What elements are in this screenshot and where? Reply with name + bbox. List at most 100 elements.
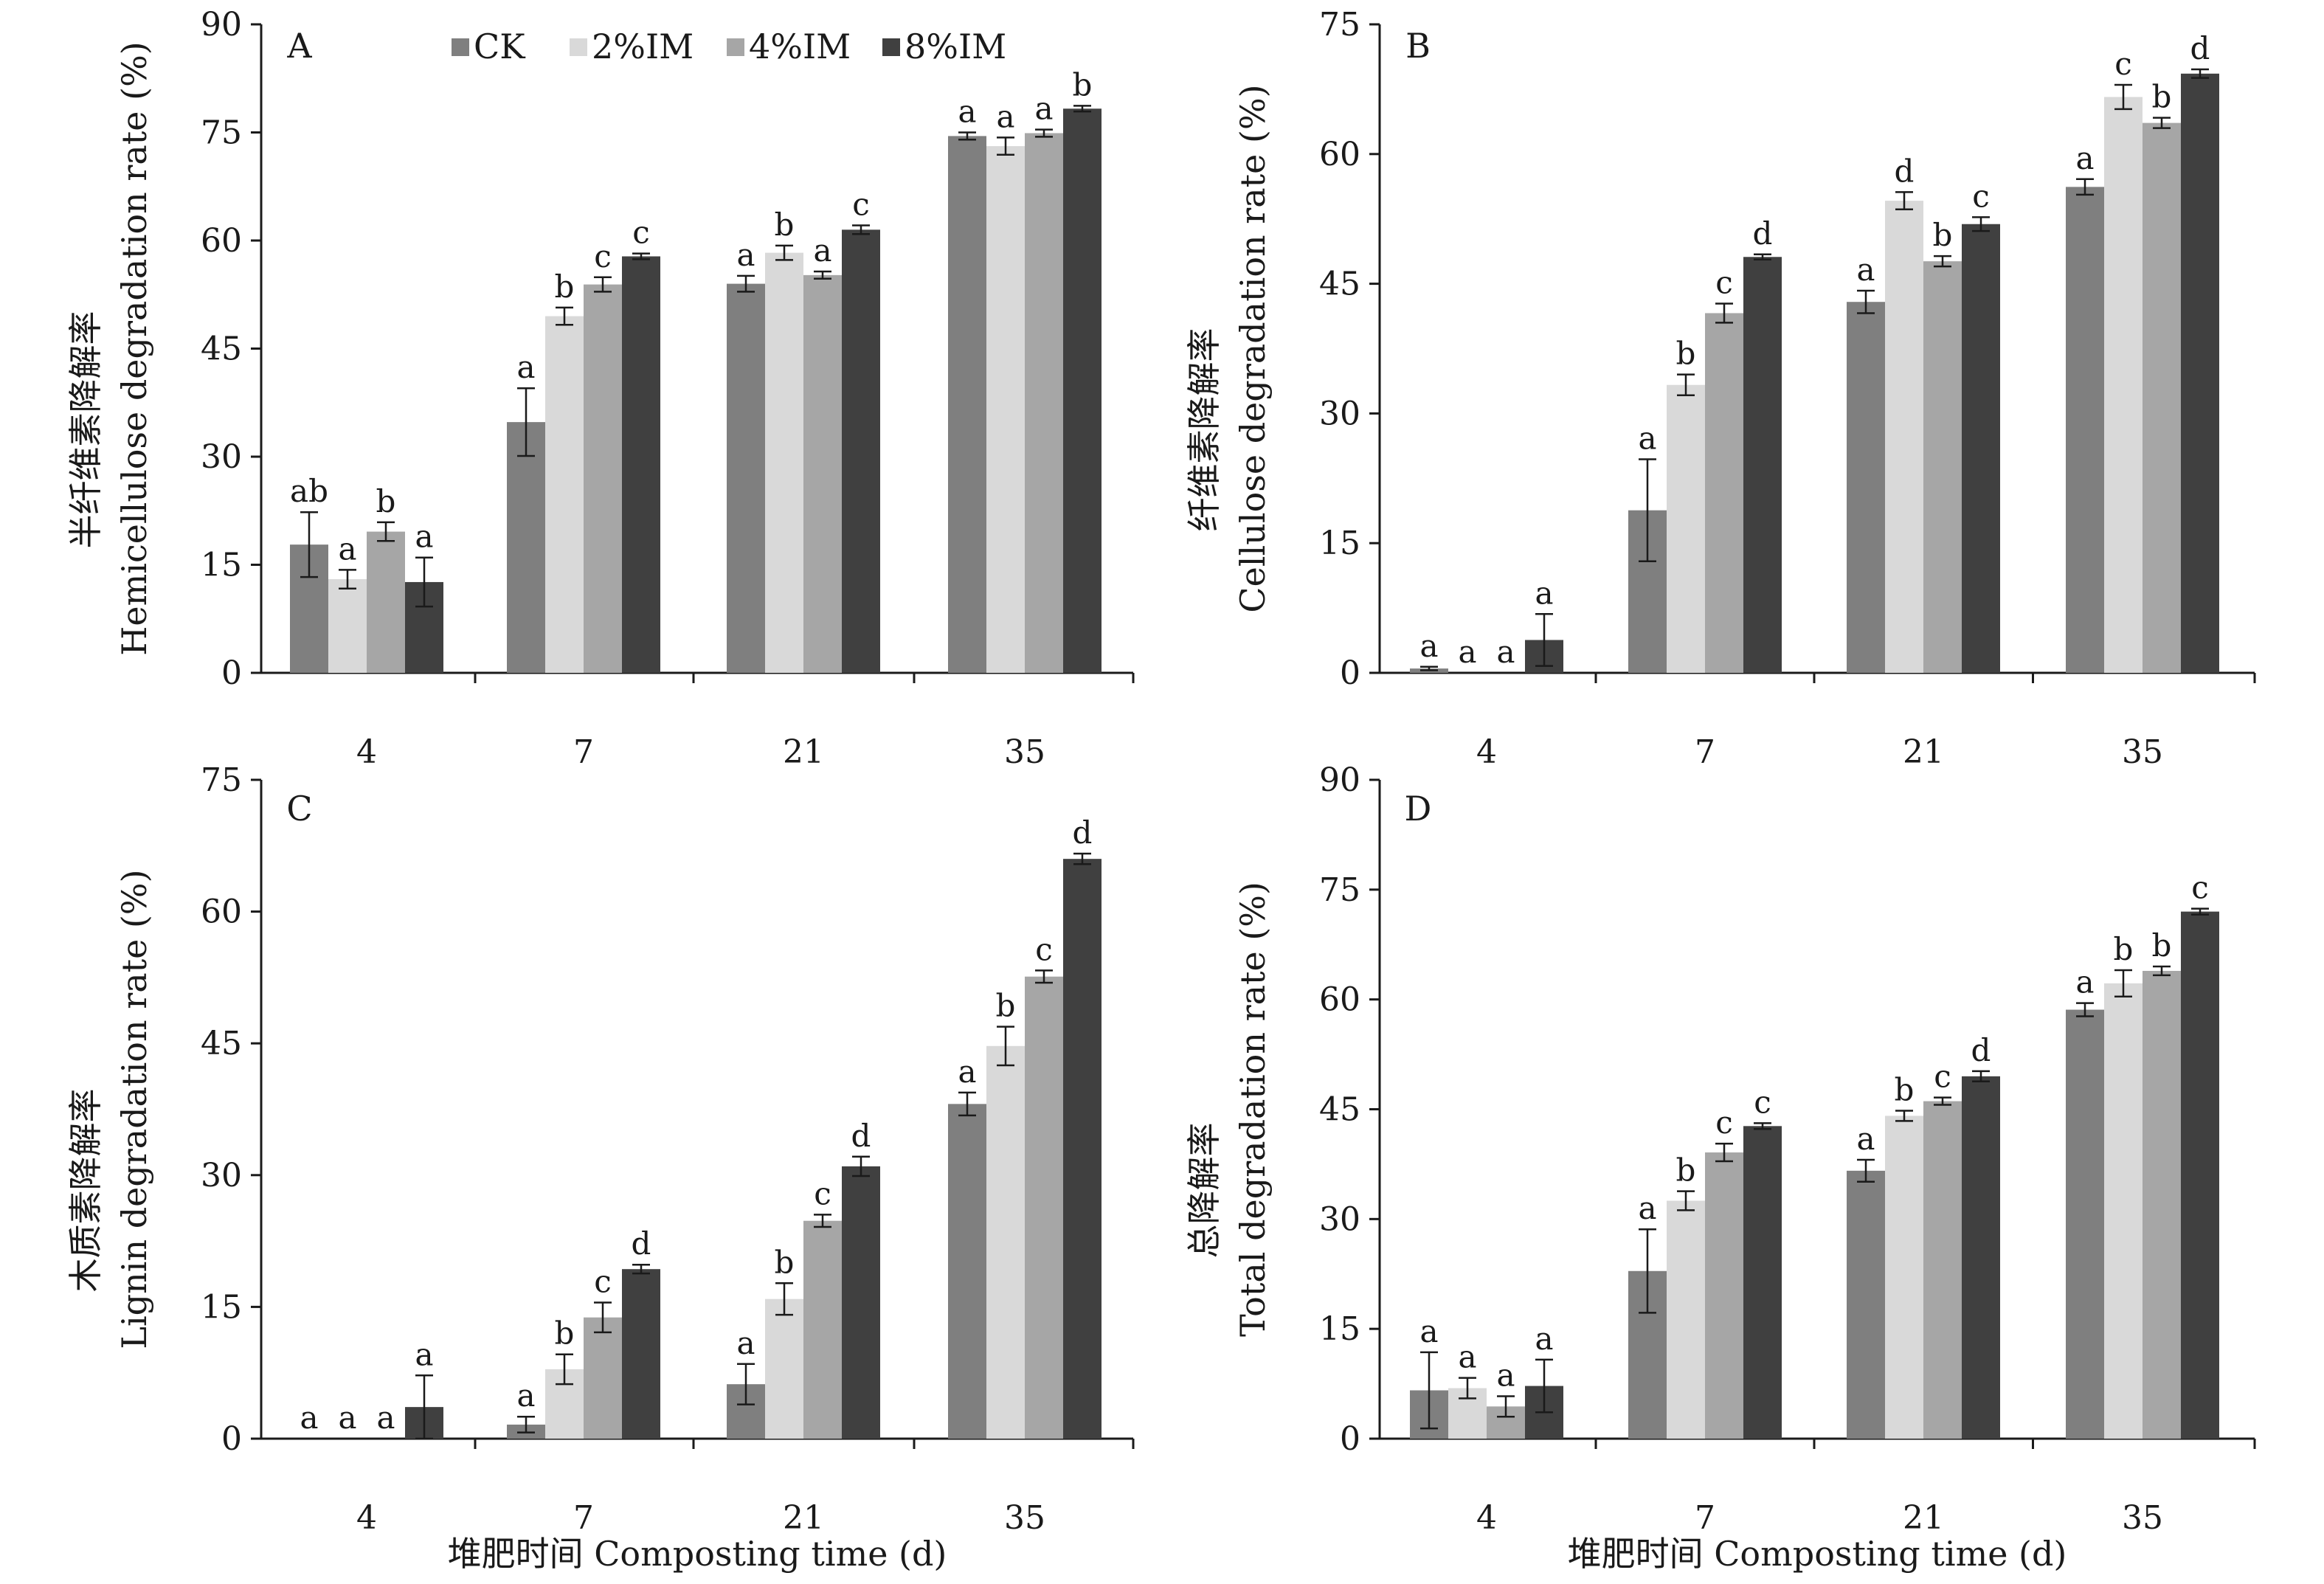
bar	[328, 579, 367, 673]
y-axis-title-cn: 半纤维素降解率	[66, 311, 106, 549]
significance-label: a	[1458, 634, 1476, 670]
bar	[765, 1298, 803, 1439]
significance-label: c	[1035, 931, 1053, 967]
x-axis-title: 堆肥时间 Composting time (d)	[448, 1534, 947, 1574]
significance-label: a	[958, 1054, 976, 1090]
bar	[1667, 1200, 1705, 1439]
x-tick-label: 35	[2122, 733, 2163, 771]
bar	[1962, 1076, 2000, 1439]
significance-label: a	[338, 1400, 356, 1436]
bar	[622, 256, 660, 673]
legend-label: CK	[474, 27, 526, 66]
bar	[1743, 1126, 1782, 1439]
y-axis-title-en: Cellulose degradation rate (%)	[1233, 84, 1273, 612]
significance-label: a	[338, 530, 356, 567]
significance-label: c	[594, 1263, 612, 1299]
significance-label: c	[814, 1175, 831, 1211]
y-tick-label: 15	[1319, 525, 1360, 562]
bar	[2066, 187, 2104, 673]
x-tick-label: 35	[2122, 1499, 2163, 1537]
bar	[507, 422, 545, 673]
significance-label: a	[1535, 575, 1553, 611]
bar	[2104, 97, 2143, 673]
significance-label: a	[516, 1377, 535, 1414]
significance-label: ab	[290, 473, 328, 509]
y-tick-label: 60	[201, 893, 242, 931]
bar	[1743, 257, 1782, 673]
bar	[1923, 261, 1962, 673]
x-axis-title: 堆肥时间 Composting time (d)	[1568, 1534, 2067, 1574]
y-axis-title-en: Lignin degradation rate (%)	[114, 869, 154, 1349]
y-tick-label: 60	[1319, 981, 1360, 1019]
x-tick-label: 21	[1903, 733, 1944, 771]
bar	[986, 1045, 1025, 1439]
significance-label: a	[813, 232, 831, 269]
x-tick-label: 7	[573, 733, 594, 771]
legend-swatch	[570, 38, 587, 56]
significance-label: c	[1715, 265, 1733, 301]
significance-label: b	[775, 1244, 795, 1280]
significance-label: c	[1972, 178, 1990, 214]
panel-label: C	[286, 789, 312, 829]
significance-label: b	[555, 269, 575, 305]
y-tick-label: 75	[201, 114, 242, 152]
significance-label: c	[1934, 1059, 1951, 1095]
significance-label: a	[736, 237, 755, 273]
y-tick-label: 0	[1340, 654, 1360, 692]
bar	[2181, 911, 2219, 1439]
y-tick-label: 90	[201, 6, 242, 44]
y-tick-label: 0	[221, 1420, 242, 1458]
legend-label: 4%IM	[749, 27, 851, 66]
bar	[1885, 201, 1923, 673]
bar	[842, 229, 880, 674]
bar	[1885, 1116, 1923, 1439]
y-tick-label: 15	[1319, 1310, 1360, 1348]
bar	[1063, 859, 1102, 1439]
significance-label: d	[1073, 815, 1093, 851]
significance-label: a	[2075, 140, 2094, 176]
significance-label: a	[958, 94, 976, 130]
y-tick-label: 15	[201, 547, 242, 584]
legend-swatch	[882, 38, 900, 56]
significance-label: b	[775, 207, 795, 243]
significance-label: d	[632, 1225, 651, 1262]
legend-swatch	[452, 38, 469, 56]
panel-label: A	[286, 26, 312, 66]
significance-label: b	[376, 483, 396, 519]
significance-label: a	[376, 1400, 395, 1436]
bar	[986, 146, 1025, 674]
y-tick-label: 15	[201, 1288, 242, 1326]
x-tick-label: 21	[1903, 1499, 1944, 1537]
significance-label: a	[996, 98, 1014, 134]
y-axis-title-en: Total degradation rate (%)	[1233, 882, 1273, 1337]
legend: CK 2%IM 4%IM 8%IM	[452, 27, 1006, 66]
significance-label: a	[1458, 1339, 1476, 1375]
significance-label: a	[1535, 1321, 1553, 1357]
x-tick-label: 21	[783, 1499, 824, 1537]
y-tick-label: 60	[201, 222, 242, 260]
y-axis-title-en: Hemicellulose degradation rate (%)	[114, 41, 154, 655]
significance-label: a	[1856, 1121, 1875, 1157]
significance-label: a	[415, 519, 433, 555]
bar	[1705, 313, 1743, 673]
y-tick-label: 60	[1319, 136, 1360, 173]
y-tick-label: 0	[1340, 1420, 1360, 1458]
significance-label: c	[2191, 870, 2209, 906]
bar	[727, 283, 765, 674]
significance-label: a	[1419, 628, 1438, 664]
significance-label: a	[300, 1400, 318, 1436]
significance-label: d	[1895, 153, 1915, 189]
significance-label: c	[594, 238, 612, 274]
y-tick-label: 0	[221, 654, 242, 692]
significance-label: a	[415, 1336, 433, 1372]
bar	[1847, 1170, 1885, 1439]
bar	[584, 284, 622, 673]
bar	[2143, 122, 2181, 673]
bar	[367, 531, 405, 673]
x-tick-label: 35	[1004, 733, 1045, 771]
y-tick-label: 45	[201, 1025, 242, 1062]
bar	[2181, 73, 2219, 673]
x-tick-label: 35	[1004, 1499, 1045, 1537]
significance-label: b	[996, 988, 1016, 1024]
